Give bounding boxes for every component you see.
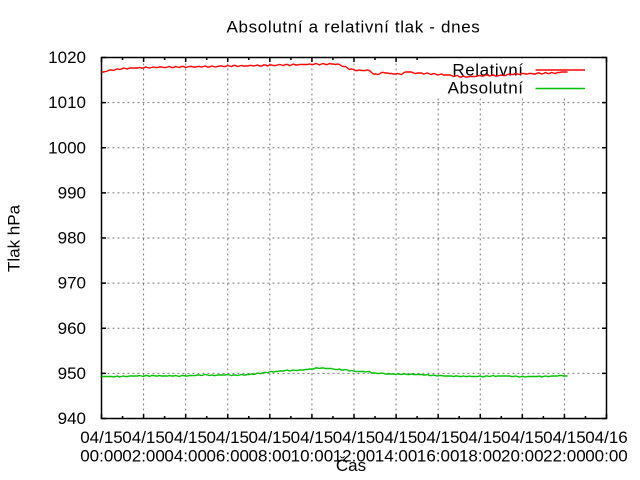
svg-text:980: 980 [58, 229, 86, 248]
svg-text:04/15: 04/15 [249, 428, 292, 447]
svg-text:04/15: 04/15 [291, 428, 334, 447]
svg-text:16:00: 16:00 [417, 447, 460, 466]
svg-text:04/15: 04/15 [417, 428, 460, 447]
svg-text:Absolutní a relativní tlak - d: Absolutní a relativní tlak - dnes [227, 18, 481, 37]
svg-text:Relativní: Relativní [452, 61, 523, 80]
svg-text:1010: 1010 [48, 93, 86, 112]
svg-text:10:00: 10:00 [291, 447, 334, 466]
svg-text:04/15: 04/15 [206, 428, 249, 447]
svg-text:04/15: 04/15 [333, 428, 376, 447]
svg-text:04/15: 04/15 [164, 428, 207, 447]
svg-text:18:00: 18:00 [459, 447, 502, 466]
svg-text:06:00: 06:00 [206, 447, 249, 466]
svg-text:04/15: 04/15 [501, 428, 544, 447]
svg-text:08:00: 08:00 [249, 447, 292, 466]
svg-text:04/15: 04/15 [543, 428, 586, 447]
svg-text:04/15: 04/15 [122, 428, 165, 447]
svg-text:990: 990 [58, 183, 86, 202]
svg-text:12:00: 12:00 [333, 447, 376, 466]
svg-text:04:00: 04:00 [164, 447, 207, 466]
svg-text:14:00: 14:00 [375, 447, 418, 466]
svg-text:950: 950 [58, 364, 86, 383]
svg-text:1020: 1020 [48, 48, 86, 67]
svg-text:00:00: 00:00 [80, 447, 123, 466]
svg-text:Tlak hPa: Tlak hPa [5, 204, 24, 272]
svg-text:00:00: 00:00 [585, 447, 628, 466]
svg-text:Čas: Čas [336, 456, 366, 475]
svg-text:04/15: 04/15 [80, 428, 123, 447]
svg-text:1000: 1000 [48, 138, 86, 157]
svg-text:22:00: 22:00 [543, 447, 586, 466]
svg-text:940: 940 [58, 409, 86, 428]
svg-text:04/15: 04/15 [375, 428, 418, 447]
svg-text:20:00: 20:00 [501, 447, 544, 466]
svg-text:960: 960 [58, 319, 86, 338]
svg-text:02:00: 02:00 [122, 447, 165, 466]
svg-text:Absolutní: Absolutní [448, 79, 524, 98]
svg-text:970: 970 [58, 274, 86, 293]
svg-text:04/15: 04/15 [459, 428, 502, 447]
svg-text:04/16: 04/16 [585, 428, 628, 447]
